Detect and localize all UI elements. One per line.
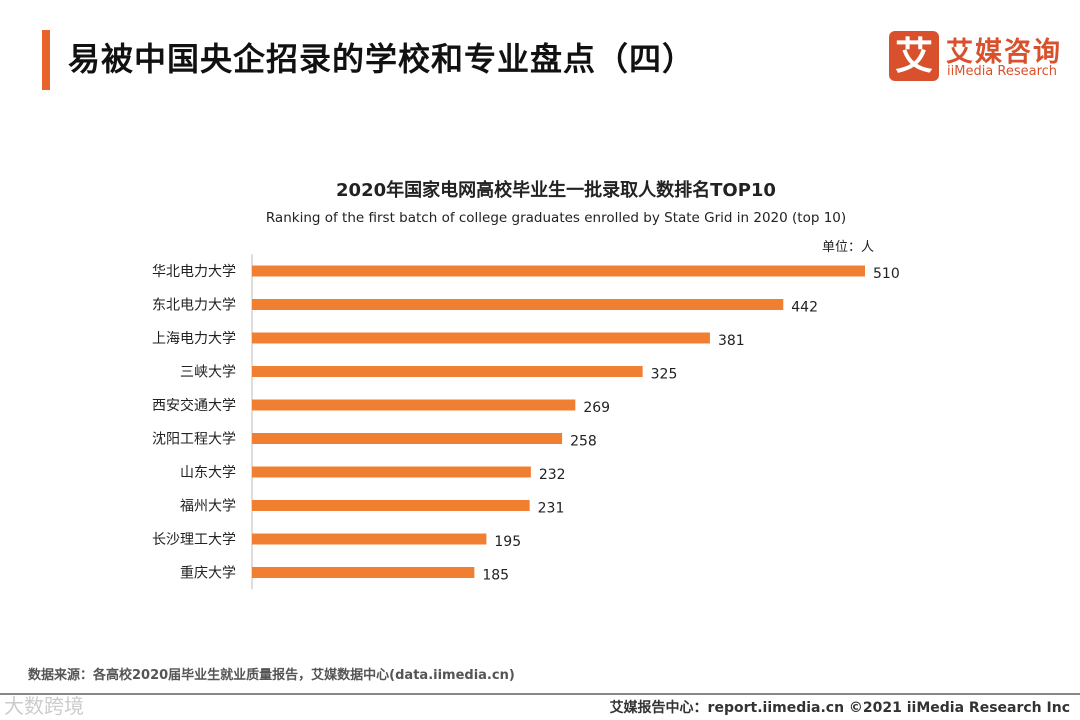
category-label: 沈阳工程大学 (152, 432, 236, 448)
chart-unit: 单位：人 (822, 240, 875, 255)
value-label: 381 (718, 333, 745, 349)
value-label: 232 (539, 467, 566, 483)
category-label: 三峡大学 (180, 365, 236, 381)
bar (252, 533, 487, 545)
category-label: 长沙理工大学 (152, 532, 236, 548)
category-label: 福州大学 (180, 499, 236, 515)
value-label: 442 (791, 300, 818, 316)
bar (252, 332, 710, 344)
value-label: 195 (494, 534, 521, 550)
chart-subtitle: Ranking of the first batch of college gr… (265, 210, 847, 226)
bar (252, 299, 784, 310)
data-source: 数据来源：各高校2020届毕业生就业质量报告，艾媒数据中心(data.iimed… (28, 668, 515, 683)
category-label: 东北电力大学 (152, 298, 236, 314)
bar (252, 567, 475, 578)
bar (252, 265, 865, 277)
logo-text-cn: 艾媒咨询 (946, 37, 1062, 68)
chart-title: 2020年国家电网高校毕业生一批录取人数排名TOP10 (336, 180, 776, 201)
footer-divider (0, 693, 1080, 695)
category-label: 山东大学 (180, 465, 236, 481)
category-label: 重庆大学 (180, 566, 236, 582)
logo-icon: 艾 (889, 31, 939, 81)
bar (252, 399, 576, 411)
footer-copyright: 艾媒报告中心：report.iimedia.cn ©2021 iiMedia R… (609, 700, 1070, 716)
bar (252, 366, 643, 377)
value-label: 325 (651, 367, 678, 383)
category-label: 华北电力大学 (152, 264, 236, 280)
value-label: 185 (482, 568, 509, 584)
bar (252, 433, 563, 444)
value-label: 231 (538, 501, 565, 517)
value-label: 510 (873, 266, 900, 282)
title-accent-bar (42, 30, 50, 90)
logo-text-en: iiMedia Research (947, 64, 1058, 79)
watermark: 大数跨境 (4, 694, 84, 718)
bar (252, 466, 531, 478)
value-label: 258 (570, 434, 597, 450)
bar (252, 500, 530, 511)
page-title: 易被中国央企招录的学校和专业盘点（四） (68, 40, 696, 78)
category-label: 上海电力大学 (152, 331, 236, 347)
value-label: 269 (583, 400, 610, 416)
category-label: 西安交通大学 (152, 397, 236, 414)
